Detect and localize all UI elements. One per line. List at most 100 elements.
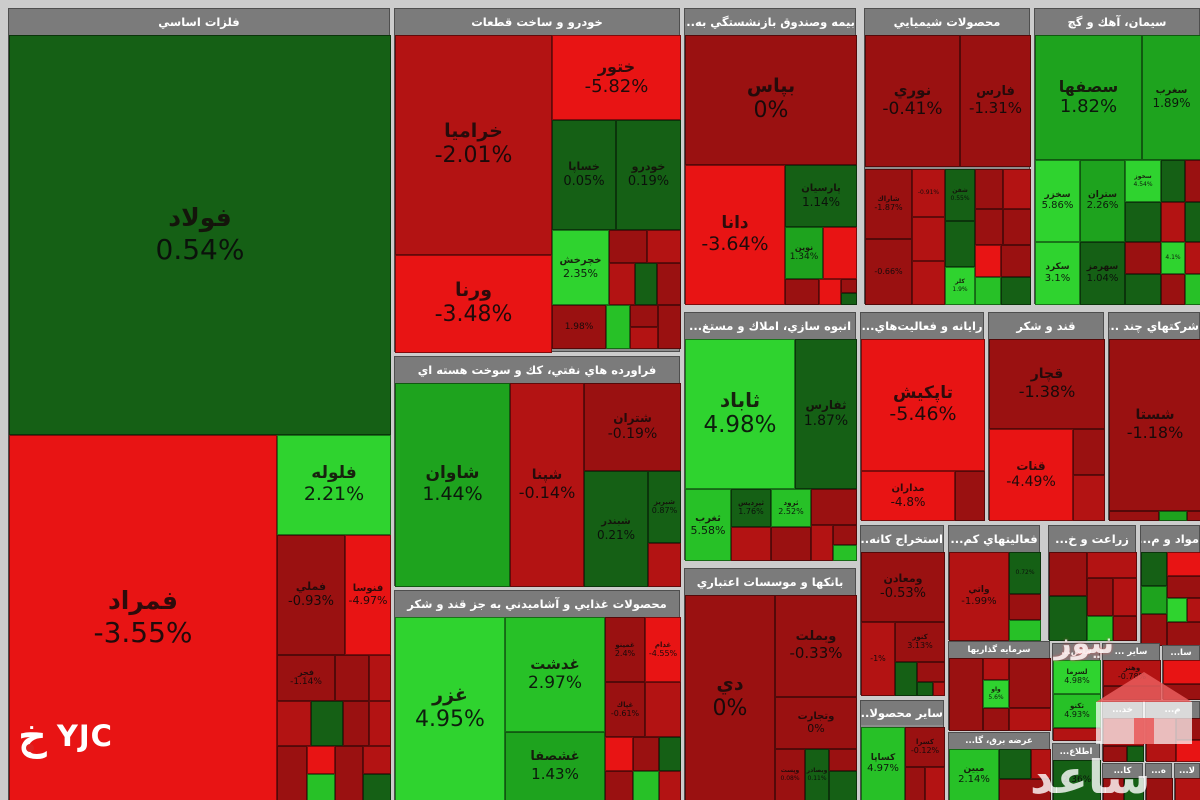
tile-filler[interactable] bbox=[659, 737, 681, 771]
tile-دي[interactable]: دي 0% bbox=[685, 595, 775, 800]
tile-filler[interactable] bbox=[1009, 620, 1041, 641]
tile-filler[interactable] bbox=[1113, 616, 1137, 641]
tile-filler[interactable] bbox=[819, 279, 841, 305]
tile-filler[interactable] bbox=[1001, 277, 1031, 305]
tile-filler[interactable] bbox=[925, 767, 945, 800]
tile-filler[interactable] bbox=[1146, 718, 1176, 762]
tile-filler[interactable] bbox=[1073, 475, 1105, 521]
tile-filler[interactable] bbox=[311, 701, 343, 746]
tile-filler[interactable] bbox=[949, 658, 983, 731]
tile-ثرود[interactable]: ثرود 2.52% bbox=[771, 489, 811, 527]
tile-قچار[interactable]: قچار -1.38% bbox=[989, 339, 1105, 429]
tile-filler[interactable] bbox=[1187, 511, 1200, 521]
tile-filler[interactable] bbox=[833, 545, 857, 561]
tile-ثغرب[interactable]: ثغرب 5.58% bbox=[685, 489, 731, 561]
tile-filler[interactable] bbox=[335, 746, 363, 800]
tile-filler[interactable] bbox=[1103, 778, 1124, 800]
tile-filler[interactable] bbox=[917, 662, 945, 682]
tile-سخوز[interactable]: سخوز 4.54% bbox=[1125, 160, 1161, 202]
tile-وبملت[interactable]: وبملت -0.33% bbox=[775, 595, 857, 697]
tile-وتجارت[interactable]: وتجارت 0% bbox=[775, 697, 857, 749]
tile-غزر[interactable]: غزر 4.95% bbox=[395, 617, 505, 800]
tile-filler[interactable] bbox=[1167, 598, 1187, 622]
tile-filler[interactable] bbox=[1141, 614, 1167, 646]
tile-filler[interactable] bbox=[609, 263, 635, 305]
tile-filler[interactable] bbox=[1125, 242, 1161, 274]
tile-filler[interactable] bbox=[606, 305, 630, 349]
tile-غپاك[interactable]: غپاك -0.61% bbox=[605, 682, 645, 737]
tile-كلر[interactable]: كلر 1.9% bbox=[945, 267, 975, 305]
tile-filler[interactable] bbox=[1053, 728, 1101, 741]
tile-filler[interactable] bbox=[811, 489, 857, 525]
tile-واو[interactable]: واو 5.6% bbox=[983, 680, 1009, 708]
tile-filler[interactable] bbox=[630, 327, 658, 349]
tile-filler[interactable] bbox=[633, 771, 659, 800]
tile-filler[interactable] bbox=[363, 746, 391, 774]
tile-filler[interactable] bbox=[657, 263, 681, 305]
tile-filler[interactable] bbox=[1109, 511, 1159, 521]
tile-شستا[interactable]: شستا -1.18% bbox=[1109, 339, 1200, 511]
tile-unnamed[interactable]: -0.66% bbox=[865, 239, 912, 305]
tile-filler[interactable] bbox=[1187, 598, 1200, 622]
tile-filler[interactable] bbox=[1087, 616, 1113, 641]
tile-filler[interactable] bbox=[1009, 708, 1051, 731]
tile-unnamed[interactable]: 0.72% bbox=[1009, 552, 1041, 594]
tile-filler[interactable] bbox=[823, 227, 857, 279]
tile-شپنا[interactable]: شپنا -0.14% bbox=[510, 383, 584, 587]
tile-فلوله[interactable]: فلوله 2.21% bbox=[277, 435, 391, 535]
tile-ثاباد[interactable]: ثاباد 4.98% bbox=[685, 339, 795, 489]
tile-filler[interactable] bbox=[1176, 718, 1200, 740]
tile-وپست[interactable]: وپست 0.08% bbox=[775, 749, 805, 800]
tile-filler[interactable] bbox=[1163, 660, 1200, 684]
tile-filler[interactable] bbox=[1185, 242, 1200, 274]
tile-خچرخش[interactable]: خچرخش 2.35% bbox=[552, 230, 609, 305]
tile-مداران[interactable]: مداران -4.8% bbox=[861, 471, 955, 521]
tile-نوري[interactable]: نوري -0.41% bbox=[865, 35, 960, 167]
tile-غمينو[interactable]: غمينو 2.4% bbox=[605, 617, 645, 682]
tile-قنات[interactable]: قنات -4.49% bbox=[989, 429, 1073, 521]
tile-filler[interactable] bbox=[829, 749, 857, 771]
tile-بپاس[interactable]: بپاس 0% bbox=[685, 35, 857, 165]
tile-فولاد[interactable]: فولاد 0.54% bbox=[9, 35, 391, 435]
tile-unnamed[interactable]: 2.36% bbox=[1053, 760, 1101, 800]
tile-filler[interactable] bbox=[277, 701, 311, 746]
tile-unnamed[interactable]: -1% bbox=[861, 622, 895, 696]
tile-سخزر[interactable]: سخزر 5.86% bbox=[1035, 160, 1080, 242]
tile-filler[interactable] bbox=[945, 221, 975, 267]
tile-filler[interactable] bbox=[1141, 586, 1167, 614]
tile-filler[interactable] bbox=[635, 263, 657, 305]
tile-شاوان[interactable]: شاوان 1.44% bbox=[395, 383, 510, 587]
tile-filler[interactable] bbox=[647, 230, 681, 263]
tile-filler[interactable] bbox=[1031, 749, 1051, 779]
tile-filler[interactable] bbox=[975, 209, 1003, 245]
tile-فارس[interactable]: فارس -1.31% bbox=[960, 35, 1031, 167]
tile-filler[interactable] bbox=[999, 779, 1051, 800]
tile-شفن[interactable]: شفن 0.55% bbox=[945, 169, 975, 221]
tile-filler[interactable] bbox=[648, 543, 681, 587]
tile-filler[interactable] bbox=[1103, 686, 1161, 700]
tile-filler[interactable] bbox=[975, 277, 1001, 305]
tile-filler[interactable] bbox=[1185, 274, 1200, 305]
tile-فملي[interactable]: فملي -0.93% bbox=[277, 535, 345, 655]
tile-filler[interactable] bbox=[343, 701, 369, 746]
tile-filler[interactable] bbox=[1009, 594, 1041, 620]
tile-كساپا[interactable]: كساپا 4.97% bbox=[861, 727, 905, 800]
tile-filler[interactable] bbox=[1163, 684, 1200, 700]
tile-filler[interactable] bbox=[630, 305, 658, 327]
tile-filler[interactable] bbox=[917, 682, 933, 696]
tile-filler[interactable] bbox=[1124, 778, 1144, 800]
tile-filler[interactable] bbox=[1176, 740, 1200, 762]
tile-ختور[interactable]: ختور -5.82% bbox=[552, 35, 681, 120]
tile-filler[interactable] bbox=[605, 771, 633, 800]
tile-filler[interactable] bbox=[369, 701, 391, 746]
tile-ثپرديس[interactable]: ثپرديس 1.76% bbox=[731, 489, 771, 527]
tile-filler[interactable] bbox=[1073, 429, 1105, 475]
tile-نوين[interactable]: نوين 1.34% bbox=[785, 227, 823, 279]
tile-filler[interactable] bbox=[771, 527, 811, 561]
tile-filler[interactable] bbox=[983, 658, 1009, 680]
tile-filler[interactable] bbox=[1003, 169, 1031, 209]
tile-filler[interactable] bbox=[841, 279, 857, 293]
tile-filler[interactable] bbox=[1159, 511, 1187, 521]
tile-واتي[interactable]: واتي -1.99% bbox=[949, 552, 1009, 641]
tile-filler[interactable] bbox=[933, 682, 945, 696]
